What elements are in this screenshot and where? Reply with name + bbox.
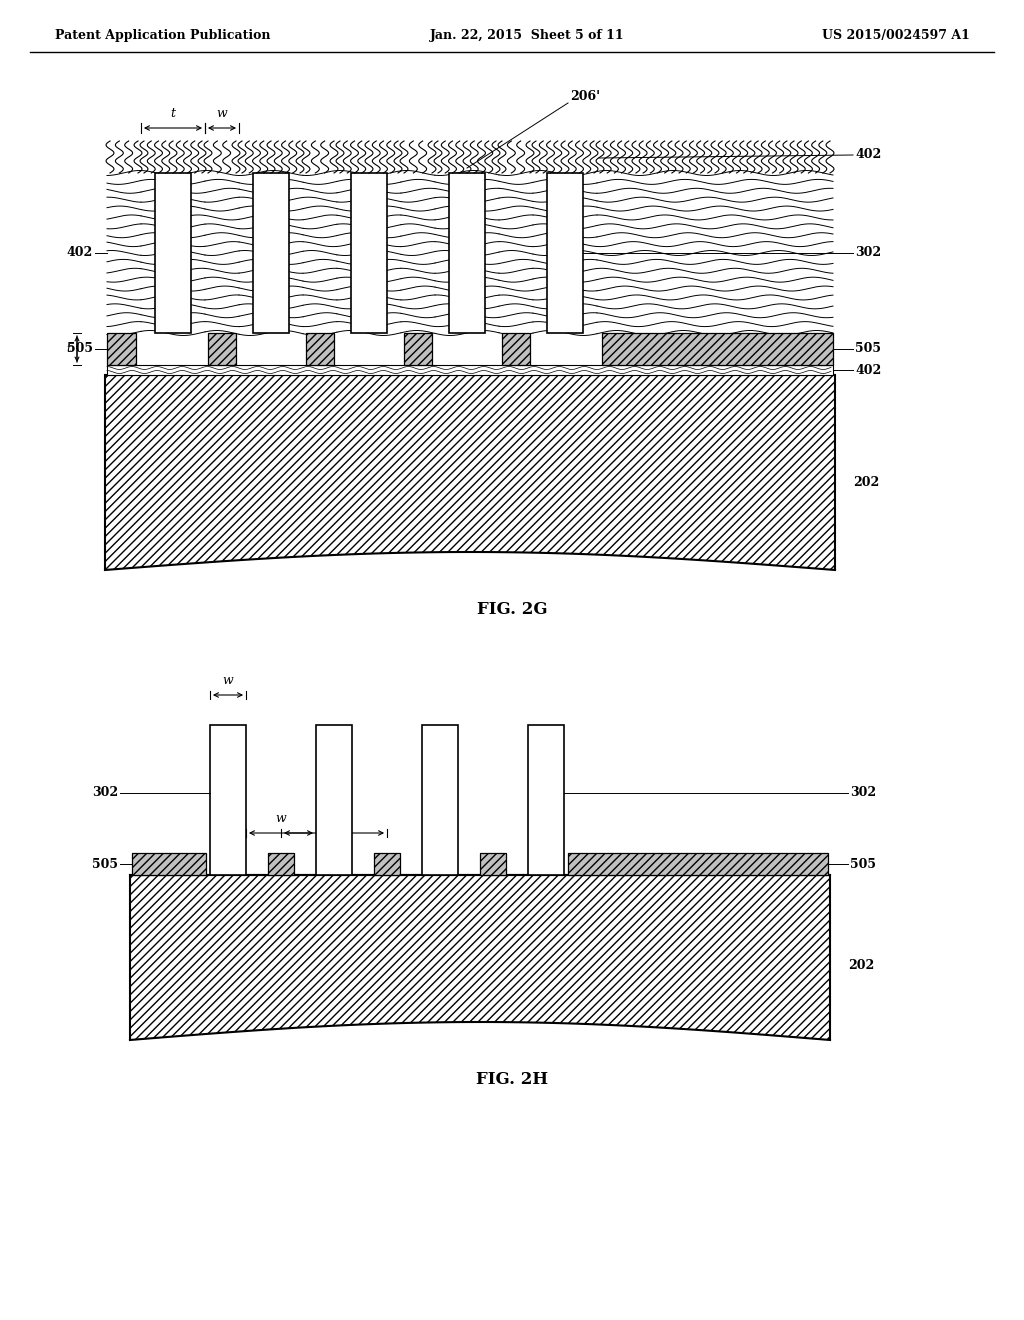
Bar <box>106 366 833 375</box>
Bar <box>547 173 583 333</box>
Bar <box>422 725 458 875</box>
Bar <box>480 853 506 875</box>
Text: 402: 402 <box>855 363 882 376</box>
Text: 505: 505 <box>92 858 118 870</box>
Text: FIG. 2G: FIG. 2G <box>477 602 547 619</box>
Bar <box>568 853 828 875</box>
Bar <box>351 173 387 333</box>
Bar <box>210 725 246 875</box>
Bar <box>502 333 530 366</box>
Text: 402: 402 <box>855 149 882 161</box>
Text: Patent Application Publication: Patent Application Publication <box>55 29 270 41</box>
Text: 206': 206' <box>570 90 600 103</box>
Text: US 2015/0024597 A1: US 2015/0024597 A1 <box>822 29 970 41</box>
Bar <box>306 333 334 366</box>
Bar <box>268 853 294 875</box>
Bar <box>449 173 485 333</box>
Bar <box>602 333 833 366</box>
Text: FIG. 2H: FIG. 2H <box>476 1072 548 1089</box>
Text: 505: 505 <box>67 342 93 355</box>
Text: t: t <box>67 345 71 354</box>
Bar <box>132 853 206 875</box>
Text: 302: 302 <box>850 785 877 799</box>
Text: w: w <box>222 675 233 686</box>
Bar <box>374 853 400 875</box>
Bar <box>130 875 830 1040</box>
Bar <box>316 725 352 875</box>
Bar <box>155 173 191 333</box>
Text: 505: 505 <box>855 342 881 355</box>
Bar <box>253 173 289 333</box>
Bar <box>106 333 136 366</box>
Text: t: t <box>171 107 175 120</box>
Text: 402: 402 <box>67 247 93 260</box>
Text: 505: 505 <box>850 858 876 870</box>
Bar <box>105 375 835 570</box>
Text: 302: 302 <box>855 247 881 260</box>
Bar <box>528 725 564 875</box>
Text: 302: 302 <box>92 785 118 799</box>
Text: w: w <box>275 812 287 825</box>
Text: Jan. 22, 2015  Sheet 5 of 11: Jan. 22, 2015 Sheet 5 of 11 <box>430 29 625 41</box>
Bar <box>208 333 236 366</box>
Bar <box>404 333 432 366</box>
Text: p₀: p₀ <box>328 812 341 825</box>
Text: w: w <box>217 107 227 120</box>
Text: 202: 202 <box>848 960 874 973</box>
Text: 202: 202 <box>853 475 880 488</box>
